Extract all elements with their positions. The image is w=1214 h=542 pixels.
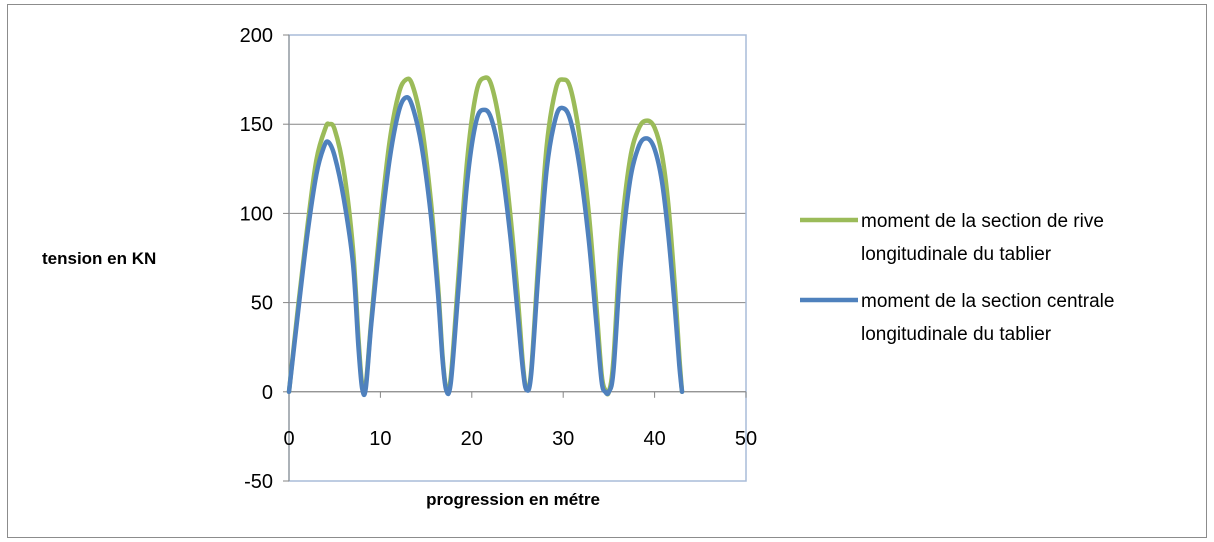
y-tick-label: 200: [240, 25, 273, 47]
y-tick-label: 150: [240, 114, 273, 136]
legend: moment de la section de rive longitudinal…: [800, 211, 1114, 345]
x-tick-label: 30: [552, 428, 574, 450]
x-tick-label: 0: [283, 428, 294, 450]
chart-frame: [7, 4, 1207, 538]
y-tick-label: -50: [244, 471, 273, 493]
series-lines: [286, 75, 685, 398]
legend-label-1: moment de la section de rive longitudinal…: [861, 211, 1104, 265]
y-axis-title: tension en KN: [42, 249, 156, 268]
y-tick-label: 50: [251, 293, 273, 315]
x-tick-label: 10: [369, 428, 391, 450]
plot-area-border: [288, 34, 747, 482]
x-tick-label: 20: [461, 428, 483, 450]
y-tick-label: 100: [240, 203, 273, 225]
x-tick-label: 40: [643, 428, 665, 450]
y-tick-label: 0: [262, 382, 273, 404]
x-tick-label: 50: [735, 428, 757, 450]
tick-labels: -50 0 50 100 150 200 0 10 20 30 40 50: [240, 25, 758, 493]
series-line-2: [286, 95, 685, 398]
legend-label-2: moment de la section centrale longitudina…: [861, 291, 1114, 345]
x-axis-title: progression en métre: [426, 490, 600, 509]
